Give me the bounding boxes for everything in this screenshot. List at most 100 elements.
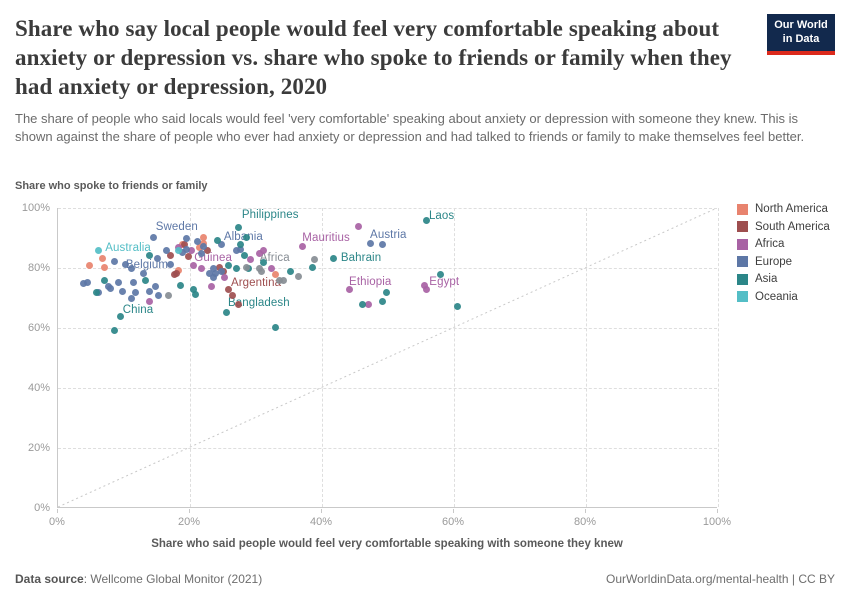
- data-point[interactable]: [141, 276, 149, 284]
- data-point[interactable]: [232, 246, 240, 254]
- data-point[interactable]: [111, 257, 119, 265]
- data-point[interactable]: [267, 264, 275, 272]
- data-point[interactable]: [223, 308, 231, 316]
- data-point[interactable]: [423, 217, 431, 225]
- data-point[interactable]: [200, 233, 208, 241]
- data-point[interactable]: [287, 267, 295, 275]
- data-point[interactable]: [217, 267, 225, 275]
- legend-item-oceania[interactable]: Oceania: [737, 291, 830, 303]
- data-point[interactable]: [150, 233, 158, 241]
- data-point[interactable]: [204, 246, 212, 254]
- data-point[interactable]: [220, 273, 228, 281]
- data-point[interactable]: [189, 261, 197, 269]
- data-point[interactable]: [187, 246, 195, 254]
- country-label[interactable]: Egypt: [429, 276, 460, 289]
- country-label[interactable]: Argentina: [230, 276, 282, 289]
- data-point[interactable]: [163, 246, 171, 254]
- data-point[interactable]: [237, 245, 245, 253]
- data-point[interactable]: [117, 312, 125, 320]
- data-point[interactable]: [272, 271, 280, 279]
- data-point[interactable]: [214, 236, 222, 244]
- data-point[interactable]: [279, 277, 287, 285]
- data-point[interactable]: [178, 248, 186, 256]
- data-point[interactable]: [207, 282, 215, 290]
- data-point[interactable]: [167, 251, 175, 259]
- data-point[interactable]: [242, 233, 250, 241]
- country-label[interactable]: Austria: [370, 229, 407, 241]
- data-point[interactable]: [354, 222, 362, 230]
- data-point[interactable]: [383, 288, 391, 296]
- data-point[interactable]: [228, 291, 236, 299]
- data-point[interactable]: [145, 251, 153, 259]
- owid-logo[interactable]: Our World in Data: [767, 14, 835, 55]
- data-point[interactable]: [145, 298, 153, 306]
- data-point[interactable]: [453, 302, 461, 310]
- legend-item-europe[interactable]: Europe: [737, 256, 830, 268]
- data-point[interactable]: [115, 278, 123, 286]
- country-label[interactable]: Laos: [428, 209, 455, 222]
- data-point[interactable]: [366, 239, 374, 247]
- data-point[interactable]: [235, 224, 243, 231]
- data-point[interactable]: [255, 249, 263, 257]
- data-point[interactable]: [164, 291, 172, 299]
- data-point[interactable]: [212, 269, 220, 277]
- country-label[interactable]: Belgium: [125, 259, 169, 272]
- data-point[interactable]: [100, 263, 108, 271]
- data-point[interactable]: [110, 326, 118, 334]
- data-point[interactable]: [127, 264, 135, 272]
- data-point[interactable]: [309, 263, 317, 271]
- data-point[interactable]: [225, 286, 233, 294]
- data-point[interactable]: [98, 254, 106, 262]
- data-point[interactable]: [173, 269, 181, 277]
- data-point[interactable]: [94, 247, 102, 255]
- data-point[interactable]: [378, 240, 386, 248]
- data-point[interactable]: [183, 245, 191, 253]
- data-point[interactable]: [294, 272, 302, 280]
- data-point[interactable]: [183, 234, 191, 242]
- data-point[interactable]: [217, 241, 225, 249]
- data-point[interactable]: [210, 274, 218, 282]
- country-label[interactable]: Australia: [105, 241, 151, 254]
- data-point[interactable]: [215, 263, 223, 271]
- data-point[interactable]: [259, 246, 267, 254]
- data-point[interactable]: [272, 323, 280, 331]
- data-point[interactable]: [260, 258, 268, 266]
- data-point[interactable]: [101, 277, 109, 285]
- data-point[interactable]: [420, 281, 428, 289]
- data-point[interactable]: [379, 297, 387, 305]
- data-point[interactable]: [129, 278, 137, 286]
- data-point[interactable]: [151, 282, 159, 290]
- data-point[interactable]: [345, 286, 353, 294]
- data-point[interactable]: [437, 271, 445, 279]
- data-point[interactable]: [145, 287, 153, 295]
- data-point[interactable]: [189, 286, 197, 294]
- data-point[interactable]: [197, 249, 205, 257]
- data-point[interactable]: [195, 244, 203, 252]
- country-label[interactable]: Bahrain: [340, 252, 382, 265]
- data-point[interactable]: [122, 260, 130, 268]
- data-point[interactable]: [247, 256, 255, 264]
- data-point[interactable]: [177, 281, 185, 289]
- data-point[interactable]: [167, 260, 175, 268]
- data-point[interactable]: [422, 285, 430, 293]
- data-point[interactable]: [240, 251, 248, 259]
- data-point[interactable]: [330, 254, 338, 262]
- country-label[interactable]: China: [122, 304, 154, 316]
- legend-item-north-america[interactable]: North America: [737, 203, 830, 215]
- country-label[interactable]: Ethiopia: [349, 275, 392, 288]
- data-point[interactable]: [197, 264, 205, 272]
- data-point[interactable]: [180, 240, 188, 248]
- data-point[interactable]: [193, 237, 201, 245]
- data-point[interactable]: [192, 290, 200, 298]
- data-point[interactable]: [224, 261, 232, 269]
- data-point[interactable]: [257, 268, 265, 276]
- country-label[interactable]: Mauritius: [302, 232, 350, 244]
- legend-item-africa[interactable]: Africa: [737, 238, 830, 250]
- country-label[interactable]: Africa: [259, 252, 290, 264]
- data-point[interactable]: [200, 242, 208, 250]
- data-point[interactable]: [85, 262, 93, 270]
- data-point[interactable]: [131, 288, 139, 296]
- data-point[interactable]: [92, 288, 100, 296]
- data-point[interactable]: [174, 246, 182, 254]
- data-point[interactable]: [205, 269, 213, 277]
